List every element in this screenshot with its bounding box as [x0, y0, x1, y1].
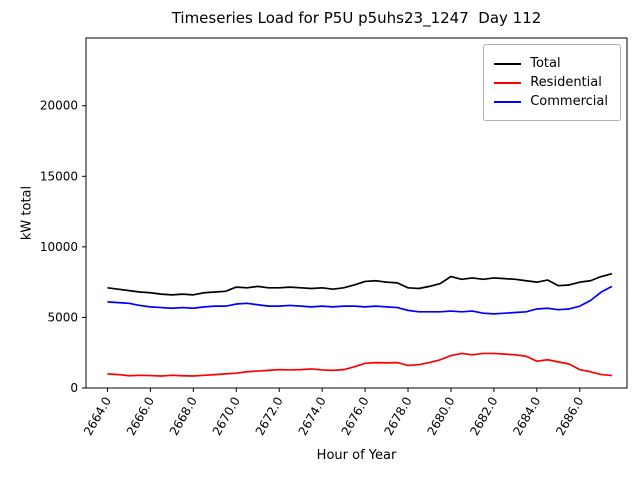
series-line-commercial	[107, 285, 613, 315]
x-tick-label: 2682.0	[467, 395, 500, 438]
y-tick-label: 15000	[40, 169, 78, 183]
series-line-residential	[107, 352, 613, 377]
y-tick-label: 5000	[47, 310, 78, 324]
legend-label: Residential	[530, 75, 602, 90]
legend-label: Total	[530, 56, 561, 71]
x-tick-label: 2684.0	[510, 395, 543, 438]
series-line-total	[107, 272, 613, 296]
legend-entry-total: Total	[494, 56, 608, 71]
y-tick-label: 10000	[40, 240, 78, 254]
x-axis-label: Hour of Year	[316, 448, 397, 463]
legend-label: Commercial	[530, 94, 608, 109]
y-tick-label: 20000	[40, 99, 78, 113]
legend: Total Residential Commercial	[483, 44, 621, 121]
y-tick-label: 0	[70, 381, 78, 395]
chart-title: Timeseries Load for P5U p5uhs23_1247 Day…	[171, 9, 542, 27]
x-tick-label: 2674.0	[296, 395, 329, 438]
x-tick-label: 2664.0	[81, 395, 114, 438]
axis-frame	[85, 37, 628, 389]
legend-line-swatch-residential	[494, 81, 522, 84]
x-tick-label: 2678.0	[381, 395, 414, 438]
x-tick-label: 2672.0	[253, 395, 286, 438]
legend-line-swatch-commercial	[494, 100, 522, 103]
legend-line-swatch-total	[494, 62, 522, 65]
x-tick-label: 2670.0	[210, 395, 243, 438]
x-tick-label: 2676.0	[339, 395, 372, 438]
legend-entry-residential: Residential	[494, 75, 608, 90]
x-tick-label: 2668.0	[167, 395, 200, 438]
legend-entry-commercial: Commercial	[494, 94, 608, 109]
x-tick-label: 2680.0	[424, 395, 457, 438]
x-tick-label: 2666.0	[124, 395, 157, 438]
y-axis-label: kW total	[19, 185, 35, 241]
x-tick-label: 2686.0	[553, 395, 586, 438]
